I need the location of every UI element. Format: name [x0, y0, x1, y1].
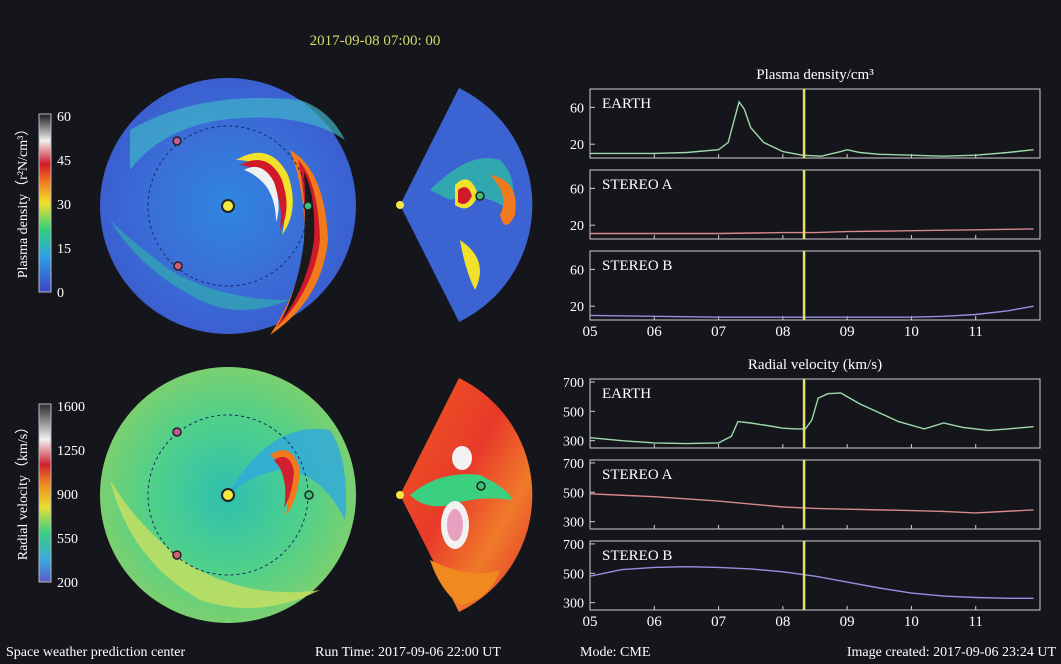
- density-colorbar: [38, 113, 52, 293]
- density-tick: 0: [57, 286, 64, 301]
- velocity-panel-stereo-b-line: [589, 565, 1034, 599]
- velocity-tick: 900: [57, 488, 78, 503]
- velocity-tick: 1600: [57, 400, 85, 415]
- density-panel-stereo-a-ytick-label: 60: [570, 182, 584, 197]
- footer-image-created: Image created: 2017-09-06 23:24 UT: [847, 645, 1057, 660]
- velocity-xtick-label: 05: [583, 614, 598, 630]
- density-chart-title: Plasma density/cm³: [756, 67, 874, 83]
- density-panel-stereo-a-frame: [589, 169, 1041, 240]
- velocity-panel-stereo-b-ytick-label: 700: [563, 538, 584, 553]
- density-panel-earth-ytick-label: 20: [570, 138, 584, 153]
- velocity-panel-stereo-b-label: STEREO B: [602, 548, 672, 564]
- velocity-ecliptic-disk: [100, 367, 356, 623]
- velocity-panel-stereo-a-ytick-label: 500: [563, 486, 584, 501]
- velocity-panel-earth-ytick-label: 500: [563, 405, 584, 420]
- density-panel-earth-ytick-label: 60: [570, 101, 584, 116]
- velocity-tick: 550: [57, 532, 78, 547]
- density-panel-stereo-b-ytick-label: 60: [570, 263, 584, 278]
- density-xtick-label: 05: [583, 324, 598, 340]
- density-panel-earth-line: [590, 100, 1034, 157]
- velocity-panel-stereo-a-ytick-label: 300: [563, 516, 584, 531]
- velocity-panel-stereo-a-label: STEREO A: [602, 467, 673, 483]
- density-colorbar-label: Plasma density（r²N/cm³）: [15, 122, 31, 279]
- density-tick: 15: [57, 242, 71, 257]
- density-tick: 45: [57, 154, 71, 169]
- density-panel-stereo-b-line: [589, 305, 1034, 318]
- velocity-time-series: 700 500 300 EARTH 700 500 300 STEREO A 700 500 300…: [563, 376, 1041, 630]
- density-xtick-label: 06: [647, 324, 663, 340]
- density-panel-stereo-b-frame: [589, 250, 1041, 321]
- density-panel-earth-frame: [589, 88, 1041, 159]
- density-xtick-label: 08: [775, 324, 790, 340]
- density-panel-stereo-a-line: [590, 228, 1034, 235]
- density-xtick-label: 11: [968, 324, 982, 340]
- velocity-panel-earth-label: EARTH: [602, 386, 651, 402]
- density-xtick-label: 07: [711, 324, 727, 340]
- velocity-tick: 1250: [57, 444, 85, 459]
- velocity-meridional-wedge: [396, 378, 533, 612]
- density-panel-stereo-b-label: STEREO B: [602, 258, 672, 274]
- velocity-xtick-label: 11: [968, 614, 982, 630]
- density-tick: 60: [57, 110, 71, 125]
- density-tick: 30: [57, 198, 71, 213]
- velocity-panel-stereo-a-line: [589, 493, 1034, 514]
- density-ecliptic-disk: [100, 78, 356, 335]
- velocity-panel-stereo-a-ytick-label: 700: [563, 457, 584, 472]
- velocity-xtick-label: 06: [647, 614, 663, 630]
- density-time-series: 60 20 EARTH 60 20 STEREO A 60 20 STEREO B 05 06 07 0…: [570, 88, 1041, 340]
- velocity-xtick-label: 09: [840, 614, 855, 630]
- density-xtick-label: 09: [840, 324, 855, 340]
- footer-run-time: Run Time: 2017-09-06 22:00 UT: [315, 645, 501, 660]
- velocity-panel-earth-ytick-label: 300: [563, 435, 584, 450]
- density-panel-stereo-a-label: STEREO A: [602, 177, 673, 193]
- timestamp-title: 2017-09-08 07:00: 00: [310, 33, 441, 49]
- velocity-panel-earth-ytick-label: 700: [563, 376, 584, 391]
- velocity-xtick-label: 10: [904, 614, 919, 630]
- velocity-panel-earth-line: [589, 392, 1034, 445]
- density-panel-stereo-b-ytick-label: 20: [570, 300, 584, 315]
- velocity-chart-title: Radial velocity (km/s): [748, 357, 882, 373]
- density-panel-stereo-a-ytick-label: 20: [570, 219, 584, 234]
- velocity-panel-earth-frame: [589, 378, 1041, 449]
- density-meridional-wedge: [396, 88, 533, 322]
- velocity-xtick-label: 08: [775, 614, 790, 630]
- velocity-tick: 200: [57, 576, 78, 591]
- velocity-panel-stereo-b-ytick-label: 500: [563, 567, 584, 582]
- velocity-xtick-label: 07: [711, 614, 727, 630]
- density-xtick-label: 10: [904, 324, 919, 340]
- footer-center-name: Space weather prediction center: [6, 645, 186, 660]
- velocity-colorbar-label: Radial velocity（km/s）: [15, 420, 31, 560]
- velocity-panel-stereo-b-ytick-label: 300: [563, 597, 584, 612]
- velocity-colorbar: [38, 403, 52, 583]
- density-panel-earth-label: EARTH: [602, 96, 651, 112]
- footer-mode: Mode: CME: [580, 645, 650, 660]
